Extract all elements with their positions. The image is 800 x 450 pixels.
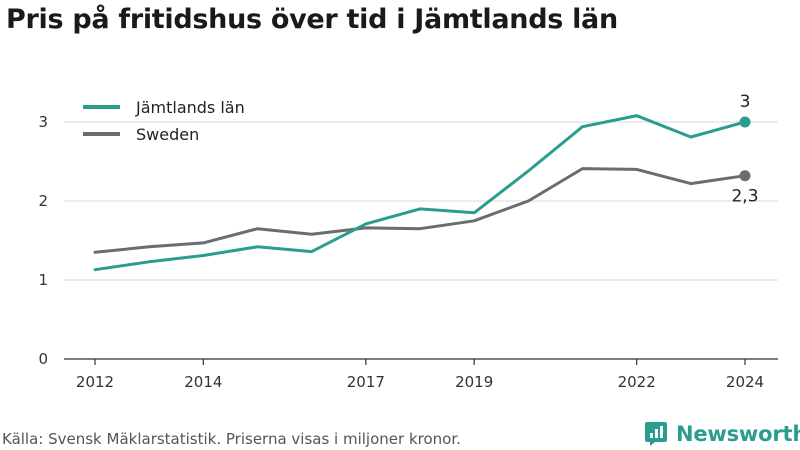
x-tick-label: 2014 — [184, 373, 222, 391]
series-line — [93, 114, 747, 272]
x-tick-label: 2019 — [455, 373, 493, 391]
y-tick-label: 3 — [38, 113, 48, 131]
brand-logo: Newsworthy — [644, 420, 800, 448]
newsworthy-logo-icon — [645, 422, 667, 446]
y-tick-label: 0 — [38, 350, 48, 368]
end-value-label: 3 — [740, 92, 751, 112]
source-note: Källa: Svensk Mäklarstatistik. Priserna … — [2, 430, 461, 448]
x-tick-label: 2017 — [347, 373, 385, 391]
end-point-marker — [739, 170, 751, 182]
legend-label: Jämtlands län — [135, 98, 245, 117]
x-axis: 2012 2014 2017 2019 2022 2024 — [64, 358, 778, 391]
series-lines — [93, 114, 747, 272]
end-labels: 32,3 — [731, 92, 758, 207]
x-tick-label: 2022 — [618, 373, 656, 391]
legend-label: Sweden — [136, 125, 199, 144]
y-tick-label: 2 — [38, 192, 48, 210]
chart-title: Pris på fritidshus över tid i Jämtlands … — [6, 4, 618, 35]
x-tick-label: 2024 — [726, 373, 764, 391]
end-point-marker — [739, 116, 751, 128]
series-line — [93, 167, 747, 254]
y-tick-label: 1 — [38, 271, 48, 289]
brand-name: Newsworthy — [676, 422, 800, 446]
x-tick-label: 2012 — [76, 373, 114, 391]
grid-lines — [64, 121, 778, 281]
legend: Jämtlands län Sweden — [83, 98, 245, 144]
y-axis-ticks: 0 1 2 3 — [38, 113, 48, 368]
end-value-label: 2,3 — [731, 187, 758, 207]
